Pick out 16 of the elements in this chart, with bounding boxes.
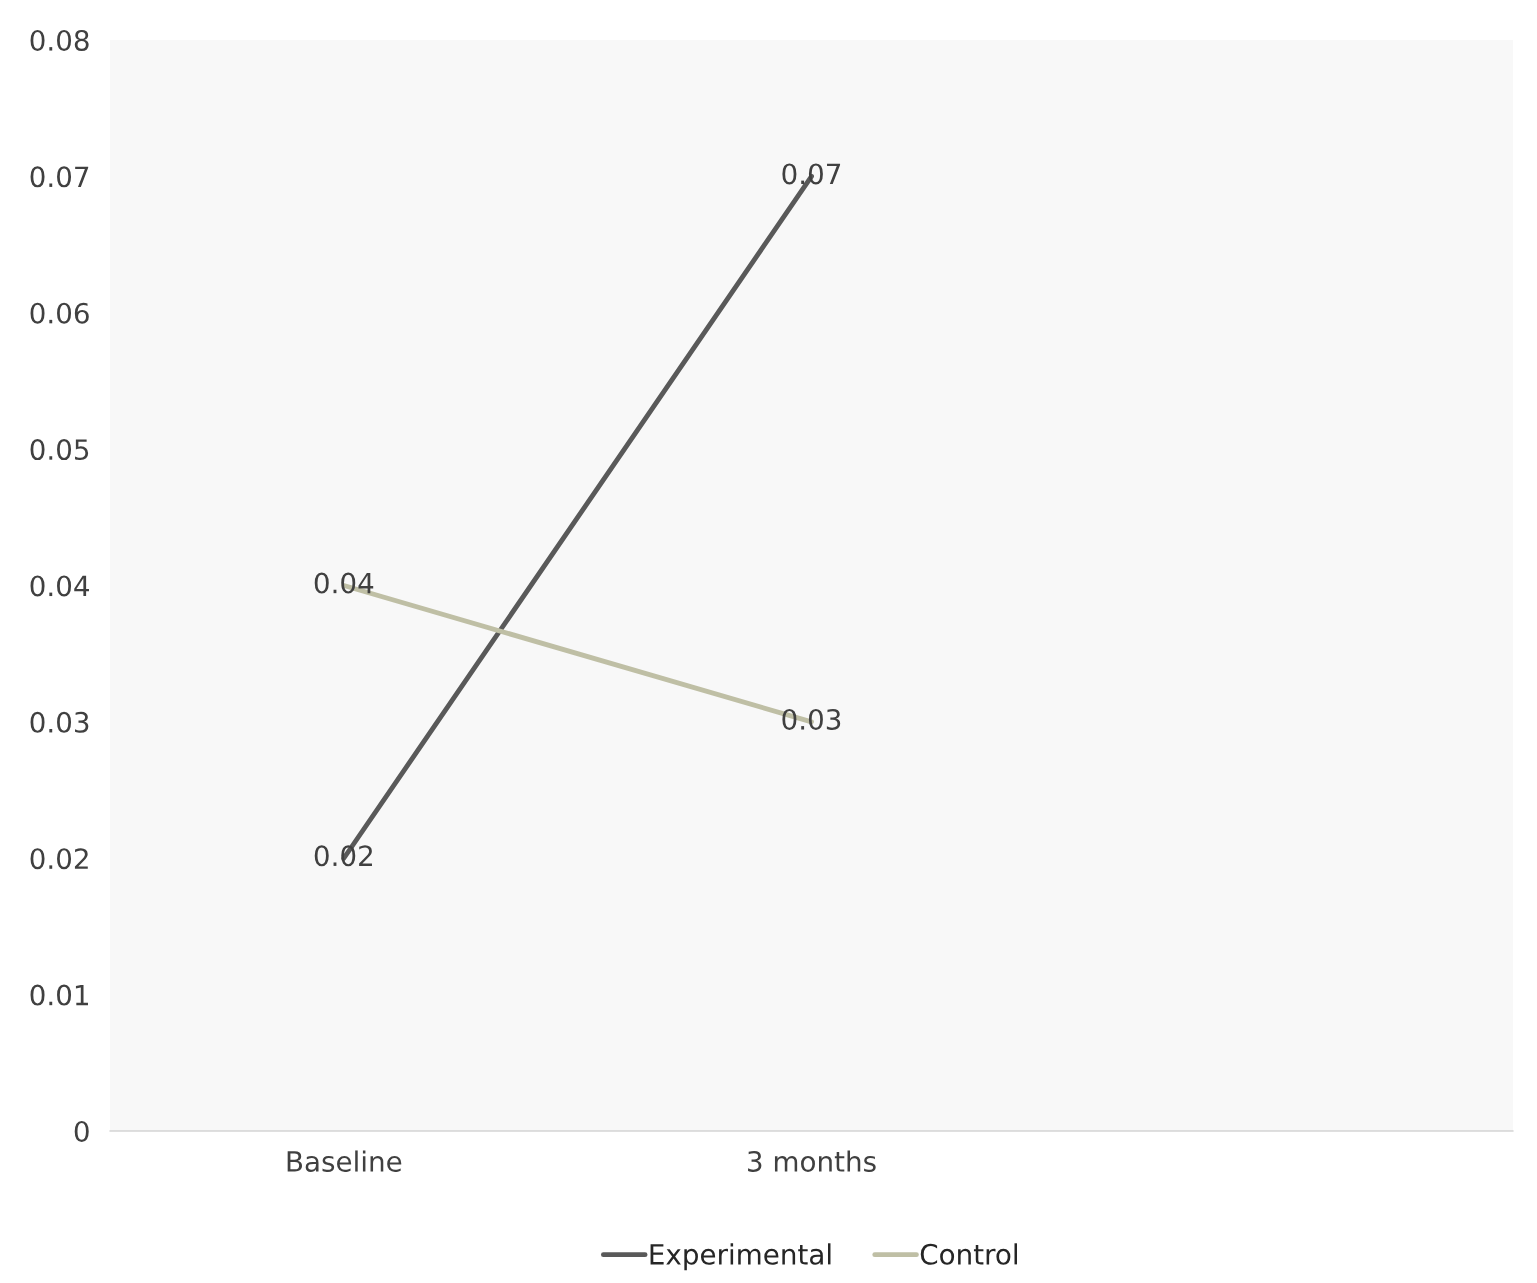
x-tick-label: Baseline xyxy=(287,1150,402,1172)
legend-label: Experimental xyxy=(650,1243,831,1271)
y-tick-label: 0.08 xyxy=(30,29,89,51)
x-tick-label: 3 months xyxy=(748,1150,876,1172)
y-tick-label: 0.02 xyxy=(30,848,88,870)
data-label: 0.07 xyxy=(782,163,841,185)
y-tick-label: 0.07 xyxy=(30,166,89,188)
y-tick-label: 0.05 xyxy=(30,439,89,461)
legend-label: Control xyxy=(920,1243,1017,1265)
y-tick-label: 0.06 xyxy=(30,302,89,324)
y-tick-label: 0.01 xyxy=(30,984,88,1006)
data-label: 0.04 xyxy=(314,572,374,594)
data-label: 0.03 xyxy=(782,708,841,730)
y-tick-label: 0.03 xyxy=(30,711,89,733)
y-tick-label: 0 xyxy=(74,1120,89,1142)
y-tick-label: 0.04 xyxy=(30,575,89,597)
